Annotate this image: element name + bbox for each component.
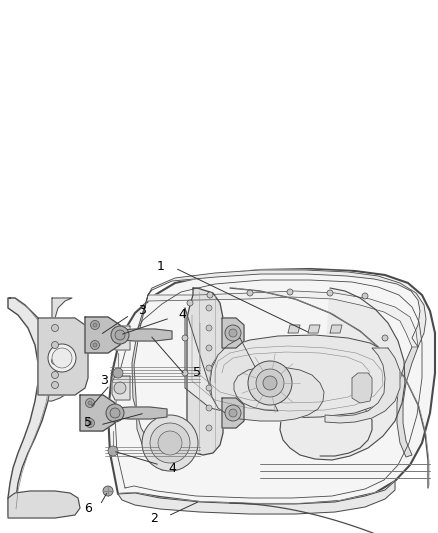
- Text: 3: 3: [100, 375, 108, 387]
- Circle shape: [206, 405, 212, 411]
- Circle shape: [229, 409, 237, 417]
- Circle shape: [93, 343, 97, 347]
- Circle shape: [52, 372, 59, 378]
- Circle shape: [52, 358, 59, 365]
- Polygon shape: [38, 318, 88, 395]
- Circle shape: [85, 418, 95, 427]
- Circle shape: [52, 325, 59, 332]
- Circle shape: [247, 290, 253, 296]
- Circle shape: [48, 344, 76, 372]
- Circle shape: [91, 320, 99, 329]
- Circle shape: [93, 323, 97, 327]
- Circle shape: [206, 345, 212, 351]
- Circle shape: [103, 486, 113, 496]
- Circle shape: [142, 415, 198, 471]
- Polygon shape: [115, 407, 167, 419]
- Text: 2: 2: [150, 513, 158, 526]
- Polygon shape: [222, 398, 244, 428]
- Circle shape: [88, 421, 92, 425]
- Polygon shape: [222, 318, 244, 348]
- Polygon shape: [185, 308, 394, 418]
- Circle shape: [206, 425, 212, 431]
- Circle shape: [114, 382, 126, 394]
- Circle shape: [206, 385, 212, 391]
- Polygon shape: [280, 288, 405, 460]
- Polygon shape: [187, 288, 223, 455]
- Polygon shape: [325, 348, 400, 423]
- Circle shape: [114, 332, 126, 344]
- Circle shape: [108, 446, 118, 456]
- Polygon shape: [108, 269, 435, 504]
- Circle shape: [113, 368, 123, 378]
- Circle shape: [187, 300, 193, 306]
- Polygon shape: [118, 481, 395, 514]
- Text: 1: 1: [157, 260, 165, 272]
- Polygon shape: [308, 325, 320, 333]
- Circle shape: [111, 326, 129, 344]
- Polygon shape: [397, 347, 418, 457]
- Polygon shape: [112, 326, 130, 350]
- Polygon shape: [352, 373, 372, 403]
- Text: 5: 5: [193, 367, 201, 379]
- Text: 5: 5: [84, 416, 92, 430]
- Circle shape: [206, 365, 212, 371]
- Circle shape: [256, 369, 284, 397]
- Circle shape: [287, 289, 293, 295]
- Circle shape: [362, 293, 368, 299]
- Circle shape: [327, 290, 333, 296]
- Polygon shape: [120, 329, 172, 341]
- Circle shape: [182, 370, 188, 376]
- Polygon shape: [8, 491, 80, 518]
- Circle shape: [207, 292, 213, 298]
- Circle shape: [91, 341, 99, 350]
- Circle shape: [158, 431, 182, 455]
- Circle shape: [150, 423, 190, 463]
- Text: 3: 3: [138, 303, 146, 317]
- Circle shape: [52, 348, 72, 368]
- Circle shape: [106, 404, 124, 422]
- Circle shape: [248, 361, 292, 405]
- Circle shape: [206, 305, 212, 311]
- Circle shape: [182, 335, 188, 341]
- Circle shape: [115, 330, 125, 340]
- Polygon shape: [112, 376, 130, 400]
- Circle shape: [263, 376, 277, 390]
- Circle shape: [382, 335, 388, 341]
- Polygon shape: [85, 317, 120, 353]
- Circle shape: [229, 329, 237, 337]
- Polygon shape: [148, 270, 426, 347]
- Circle shape: [52, 342, 59, 349]
- Circle shape: [225, 405, 241, 421]
- Text: 4: 4: [168, 462, 176, 474]
- Circle shape: [225, 325, 241, 341]
- Circle shape: [88, 401, 92, 405]
- Polygon shape: [148, 291, 418, 347]
- Polygon shape: [132, 295, 172, 470]
- Circle shape: [52, 382, 59, 389]
- Text: 6: 6: [84, 502, 92, 514]
- Polygon shape: [8, 298, 52, 515]
- Circle shape: [206, 325, 212, 331]
- Text: 4: 4: [178, 309, 186, 321]
- Polygon shape: [80, 395, 115, 431]
- Circle shape: [110, 408, 120, 418]
- Polygon shape: [48, 298, 72, 401]
- Polygon shape: [210, 338, 324, 421]
- Polygon shape: [330, 325, 342, 333]
- Circle shape: [85, 399, 95, 408]
- Polygon shape: [288, 325, 300, 333]
